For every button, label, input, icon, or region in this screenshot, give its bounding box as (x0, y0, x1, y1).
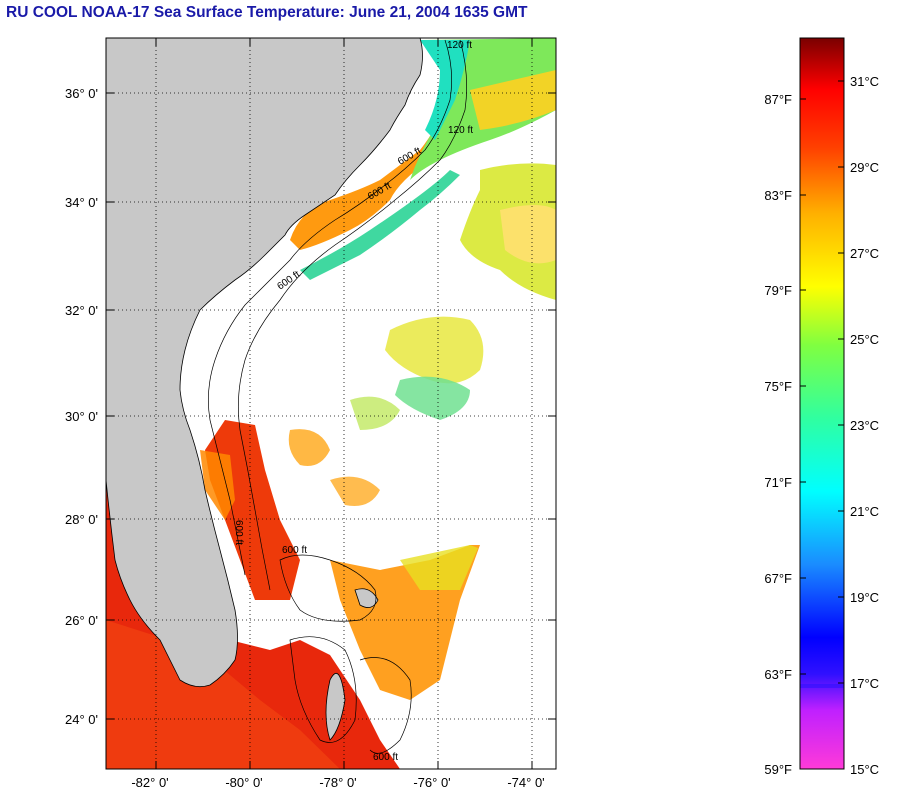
offshore-patch-yellow (500, 205, 556, 264)
colorbar-ticks (800, 80, 844, 684)
axis-ticks (106, 38, 556, 769)
fahrenheit-label: 79°F (764, 283, 792, 298)
celsius-label: 25°C (850, 332, 879, 347)
contour-label: 120 ft (447, 40, 472, 51)
central-patch-a (385, 316, 484, 384)
land-mass (106, 38, 423, 688)
central-patch-e (350, 396, 400, 430)
celsius-label: 17°C (850, 676, 879, 691)
contour-label: 600 ft (282, 545, 307, 556)
colorbar-frame (799, 37, 845, 770)
lon-label: -82° 0' (131, 775, 168, 790)
map-frame (105, 37, 557, 770)
fahrenheit-label: 87°F (764, 92, 792, 107)
celsius-label: 21°C (850, 504, 879, 519)
fahrenheit-label: 83°F (764, 188, 792, 203)
lat-label: 30° 0' (65, 409, 98, 424)
lat-label: 32° 0' (65, 303, 98, 318)
warm-water-nearshore (200, 450, 235, 520)
celsius-label: 31°C (850, 74, 879, 89)
celsius-label: 29°C (850, 160, 879, 175)
celsius-label: 19°C (850, 590, 879, 605)
warm-water-south (106, 620, 340, 769)
lat-label: 36° 0' (65, 86, 98, 101)
central-patch-c (288, 429, 330, 466)
lon-label: -80° 0' (225, 775, 262, 790)
lat-label: 24° 0' (65, 712, 98, 727)
celsius-label: 27°C (850, 246, 879, 261)
fahrenheit-label: 59°F (764, 762, 792, 777)
lon-label: -76° 0' (413, 775, 450, 790)
cold-water-nc-coast (420, 40, 470, 140)
shelf-edge-cool-strip (300, 170, 460, 280)
fahrenheit-label: 75°F (764, 379, 792, 394)
celsius-label: 23°C (850, 418, 879, 433)
fahrenheit-label: 67°F (764, 571, 792, 586)
lat-label: 34° 0' (65, 195, 98, 210)
central-patch-b (395, 376, 470, 420)
contour-label: 600 ft (233, 520, 244, 545)
lon-label: -74° 0' (507, 775, 544, 790)
celsius-label: 15°C (850, 762, 879, 777)
contour-label: 120 ft (448, 125, 473, 136)
yellow-patch-east (400, 545, 478, 590)
sst-imagery (106, 38, 556, 769)
central-patch-d (330, 476, 380, 506)
lat-label: 28° 0' (65, 512, 98, 527)
lat-label: 26° 0' (65, 613, 98, 628)
bahamas-abaco (354, 588, 379, 608)
bahamas-andros (325, 673, 346, 741)
warm-water-carolina-shelf (290, 100, 455, 250)
map-title: RU COOL NOAA-17 Sea Surface Temperature:… (6, 4, 528, 21)
contour-label: 600 ft (373, 752, 398, 763)
colorbar (800, 38, 844, 769)
colorbar-band (800, 684, 844, 688)
warm-band-offshore (470, 70, 556, 130)
lon-label: -78° 0' (319, 775, 356, 790)
fahrenheit-label: 71°F (764, 475, 792, 490)
map-grid (106, 38, 556, 769)
fahrenheit-label: 63°F (764, 667, 792, 682)
